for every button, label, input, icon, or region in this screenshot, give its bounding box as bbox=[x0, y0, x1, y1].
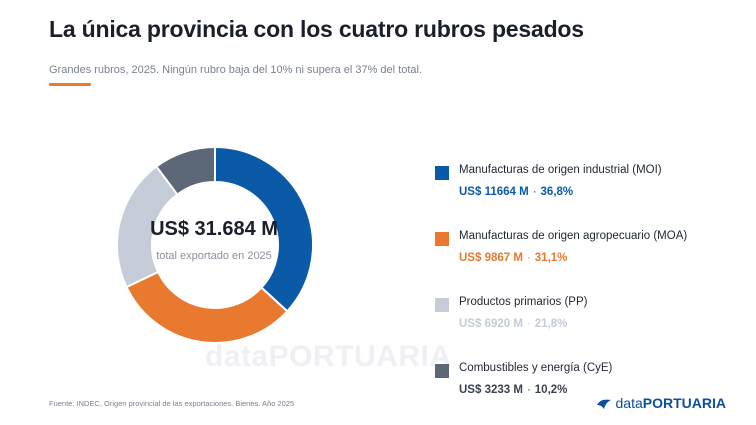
legend-swatch bbox=[435, 364, 449, 378]
brand-name: dataPORTUARIA bbox=[616, 395, 726, 411]
legend-separator: · bbox=[526, 384, 531, 396]
donut-slice-0 bbox=[214, 145, 314, 313]
total-label: total exportado en 2025 bbox=[156, 250, 272, 262]
legend-swatch bbox=[435, 298, 449, 312]
legend-value: US$ 6920 M · 21,8% bbox=[459, 318, 567, 330]
chart-title: La única provincia con los cuatro rubros… bbox=[49, 16, 584, 42]
donut-slice-3 bbox=[154, 145, 216, 196]
brand-main: PORTUARIA bbox=[642, 395, 726, 411]
legend-percent: 31,1% bbox=[534, 252, 568, 264]
legend-amount: US$ 6920 M bbox=[459, 318, 523, 330]
legend-amount: US$ 9867 M bbox=[459, 252, 523, 264]
legend-separator: · bbox=[526, 252, 531, 264]
legend-amount: US$ 11664 M bbox=[459, 186, 529, 198]
legend-separator: · bbox=[532, 186, 537, 198]
brand-logo[interactable]: dataPORTUARIA bbox=[595, 394, 726, 412]
legend-label: Manufacturas de origen industrial (MOI) bbox=[459, 164, 662, 176]
legend-separator: · bbox=[526, 318, 531, 330]
legend-label: Manufacturas de origen agropecuario (MOA… bbox=[459, 230, 688, 242]
source-note: Fuente: INDEC, Origen provincial de las … bbox=[49, 399, 295, 408]
legend-label: Combustibles y energía (CyE) bbox=[459, 362, 613, 374]
legend-swatch bbox=[435, 166, 449, 180]
total-value: US$ 31.684 M bbox=[150, 218, 278, 240]
title-accent-bar bbox=[49, 83, 91, 86]
brand-prefix: data bbox=[615, 395, 643, 411]
brand-watermark: dataPORTUARIA bbox=[205, 340, 452, 373]
legend-percent: 21,8% bbox=[534, 318, 568, 330]
donut-slices bbox=[116, 145, 314, 344]
legend-swatch bbox=[435, 232, 449, 246]
legend-label: Productos primarios (PP) bbox=[459, 296, 588, 308]
legend-value: US$ 9867 M · 31,1% bbox=[459, 252, 567, 264]
chart-subtitle: Grandes rubros, 2025. Ningún rubro baja … bbox=[49, 64, 423, 76]
legend-value: US$ 11664 M · 36,8% bbox=[459, 186, 573, 198]
legend-percent: 36,8% bbox=[540, 186, 574, 198]
legend-value: US$ 3233 M · 10,2% bbox=[459, 384, 567, 396]
legend-amount: US$ 3233 M bbox=[459, 384, 523, 396]
wave-logo-icon bbox=[596, 399, 611, 409]
legend-percent: 10,2% bbox=[534, 384, 568, 396]
donut-chart: US$ 31.684 M total exportado en 2025 bbox=[116, 145, 314, 344]
donut-slice-1 bbox=[125, 270, 289, 344]
